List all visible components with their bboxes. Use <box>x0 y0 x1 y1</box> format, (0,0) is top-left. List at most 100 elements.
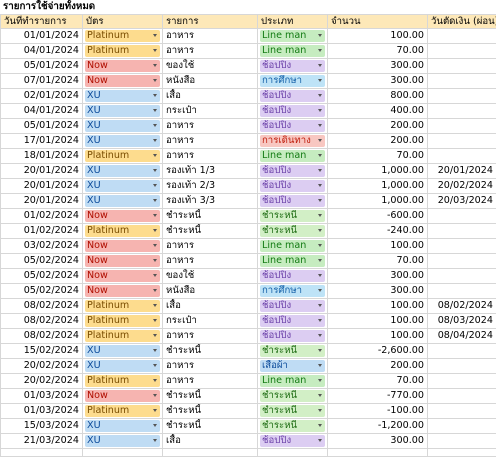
card-cell[interactable]: XU <box>83 104 163 119</box>
date-cell[interactable]: 01/01/2024 <box>1 29 83 44</box>
item-cell[interactable]: อาหาร <box>163 149 258 164</box>
type-dropdown[interactable]: Line man <box>260 240 325 252</box>
type-dropdown[interactable]: ช้อปปิ้ง <box>260 330 325 342</box>
type-dropdown[interactable]: Line man <box>260 45 325 57</box>
header-due-date[interactable]: วันตัดเงิน (ผ่อน) <box>428 15 496 29</box>
dropdown-arrow-icon[interactable] <box>153 214 157 217</box>
header-item[interactable]: รายการ <box>163 15 258 29</box>
due-date-cell[interactable] <box>428 344 496 359</box>
dropdown-arrow-icon[interactable] <box>318 439 322 442</box>
type-cell[interactable]: การศึกษา <box>258 284 328 299</box>
date-cell[interactable]: 20/02/2024 <box>1 359 83 374</box>
card-dropdown[interactable]: XU <box>85 435 160 447</box>
due-date-cell[interactable] <box>428 104 496 119</box>
dropdown-arrow-icon[interactable] <box>153 274 157 277</box>
amount-cell[interactable]: -240.00 <box>328 224 428 239</box>
dropdown-arrow-icon[interactable] <box>153 79 157 82</box>
dropdown-arrow-icon[interactable] <box>153 49 157 52</box>
dropdown-arrow-icon[interactable] <box>318 424 322 427</box>
type-dropdown[interactable]: ชำระหนี้ <box>260 390 325 402</box>
dropdown-arrow-icon[interactable] <box>318 274 322 277</box>
card-cell[interactable]: XU <box>83 194 163 209</box>
date-cell[interactable]: 08/02/2024 <box>1 299 83 314</box>
date-cell[interactable]: 20/02/2024 <box>1 374 83 389</box>
dropdown-arrow-icon[interactable] <box>318 349 322 352</box>
dropdown-arrow-icon[interactable] <box>318 64 322 67</box>
card-dropdown[interactable]: Now <box>85 285 160 297</box>
type-cell[interactable]: ช้อปปิ้ง <box>258 314 328 329</box>
item-cell[interactable]: เสื้อ <box>163 299 258 314</box>
amount-cell[interactable]: 800.00 <box>328 89 428 104</box>
amount-cell[interactable]: 300.00 <box>328 269 428 284</box>
card-cell[interactable]: Now <box>83 254 163 269</box>
due-date-cell[interactable]: 20/03/2024 <box>428 194 496 209</box>
card-dropdown[interactable]: Platinum <box>85 150 160 162</box>
date-cell[interactable]: 03/02/2024 <box>1 239 83 254</box>
type-cell[interactable]: Line man <box>258 44 328 59</box>
type-dropdown[interactable]: ช้อปปิ้ง <box>260 435 325 447</box>
amount-cell[interactable]: 300.00 <box>328 284 428 299</box>
card-cell[interactable]: Platinum <box>83 404 163 419</box>
dropdown-arrow-icon[interactable] <box>153 124 157 127</box>
item-cell[interactable]: ชำระหนี้ <box>163 209 258 224</box>
dropdown-arrow-icon[interactable] <box>153 94 157 97</box>
amount-cell[interactable]: 300.00 <box>328 434 428 449</box>
dropdown-arrow-icon[interactable] <box>153 229 157 232</box>
item-cell[interactable]: รองเท้า 1/3 <box>163 164 258 179</box>
type-cell[interactable]: Line man <box>258 254 328 269</box>
due-date-cell[interactable]: 20/01/2024 <box>428 164 496 179</box>
due-date-cell[interactable]: 08/04/2024 <box>428 329 496 344</box>
date-cell[interactable]: 05/02/2024 <box>1 284 83 299</box>
amount-cell[interactable]: 70.00 <box>328 44 428 59</box>
empty-cell[interactable] <box>83 449 163 457</box>
date-cell[interactable]: 05/02/2024 <box>1 254 83 269</box>
dropdown-arrow-icon[interactable] <box>318 94 322 97</box>
card-dropdown[interactable]: Platinum <box>85 225 160 237</box>
card-dropdown[interactable]: Now <box>85 75 160 87</box>
date-cell[interactable]: 17/01/2024 <box>1 134 83 149</box>
date-cell[interactable]: 20/01/2024 <box>1 194 83 209</box>
dropdown-arrow-icon[interactable] <box>318 214 322 217</box>
item-cell[interactable]: เสื้อ <box>163 89 258 104</box>
date-cell[interactable]: 08/02/2024 <box>1 329 83 344</box>
card-cell[interactable]: XU <box>83 419 163 434</box>
dropdown-arrow-icon[interactable] <box>318 34 322 37</box>
dropdown-arrow-icon[interactable] <box>153 304 157 307</box>
type-dropdown[interactable]: ชำระหนี้ <box>260 405 325 417</box>
dropdown-arrow-icon[interactable] <box>153 184 157 187</box>
card-cell[interactable]: Now <box>83 59 163 74</box>
item-cell[interactable]: อาหาร <box>163 44 258 59</box>
card-dropdown[interactable]: Platinum <box>85 315 160 327</box>
type-dropdown[interactable]: เสื้อผ้า <box>260 360 325 372</box>
dropdown-arrow-icon[interactable] <box>318 379 322 382</box>
type-dropdown[interactable]: ชำระหนี้ <box>260 420 325 432</box>
dropdown-arrow-icon[interactable] <box>153 409 157 412</box>
type-dropdown[interactable]: การศึกษา <box>260 285 325 297</box>
empty-cell[interactable] <box>258 449 328 457</box>
card-dropdown[interactable]: XU <box>85 360 160 372</box>
card-dropdown[interactable]: XU <box>85 345 160 357</box>
dropdown-arrow-icon[interactable] <box>153 109 157 112</box>
due-date-cell[interactable] <box>428 389 496 404</box>
type-cell[interactable]: ช้อปปิ้ง <box>258 194 328 209</box>
date-cell[interactable]: 05/02/2024 <box>1 269 83 284</box>
date-cell[interactable]: 07/01/2024 <box>1 74 83 89</box>
amount-cell[interactable]: 200.00 <box>328 359 428 374</box>
type-dropdown[interactable]: Line man <box>260 30 325 42</box>
due-date-cell[interactable] <box>428 434 496 449</box>
dropdown-arrow-icon[interactable] <box>318 199 322 202</box>
empty-cell[interactable] <box>428 449 496 457</box>
date-cell[interactable]: 01/03/2024 <box>1 404 83 419</box>
card-cell[interactable]: Platinum <box>83 329 163 344</box>
amount-cell[interactable]: 1,000.00 <box>328 164 428 179</box>
date-cell[interactable]: 04/01/2024 <box>1 104 83 119</box>
header-date[interactable]: วันที่ทำรายการ <box>1 15 83 29</box>
item-cell[interactable]: อาหาร <box>163 329 258 344</box>
dropdown-arrow-icon[interactable] <box>153 169 157 172</box>
card-cell[interactable]: Platinum <box>83 299 163 314</box>
type-cell[interactable]: ช้อปปิ้ง <box>258 434 328 449</box>
type-cell[interactable]: ชำระหนี้ <box>258 419 328 434</box>
type-dropdown[interactable]: Line man <box>260 255 325 267</box>
dropdown-arrow-icon[interactable] <box>153 259 157 262</box>
dropdown-arrow-icon[interactable] <box>318 109 322 112</box>
